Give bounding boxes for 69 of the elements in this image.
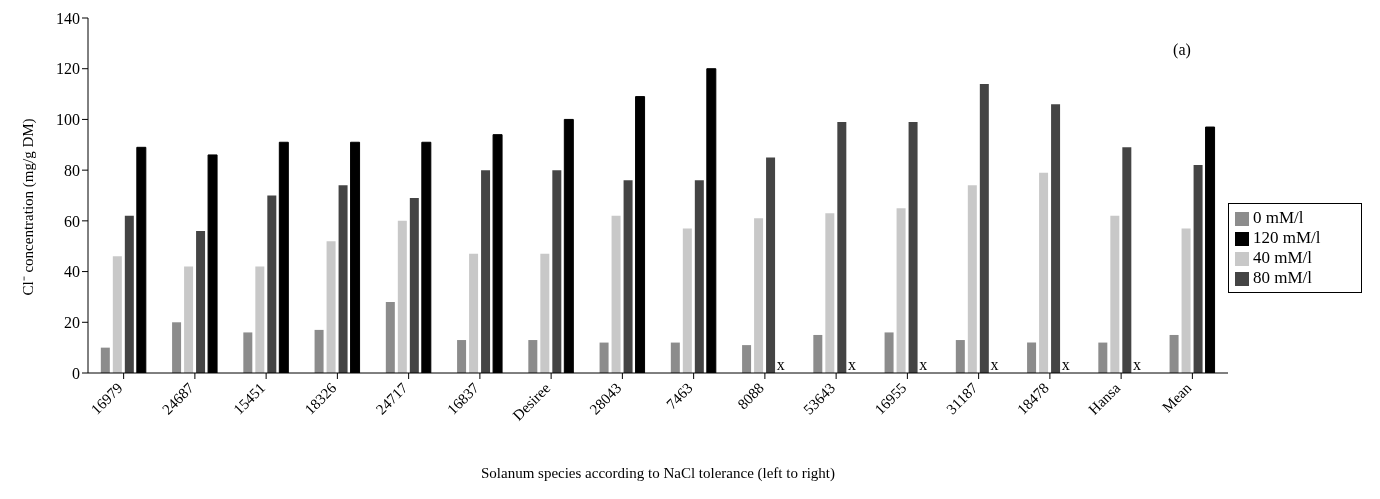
bar [623, 180, 633, 373]
bar [267, 195, 277, 373]
bar [825, 213, 835, 373]
bar [338, 185, 348, 373]
annotation: (a) [1173, 41, 1191, 59]
y-axis-title: Cl⁻ concentration (mg/g DM) [20, 118, 38, 296]
bar [1193, 165, 1203, 373]
bar [1039, 172, 1049, 373]
bar [196, 231, 206, 373]
bar [837, 121, 847, 373]
bar [908, 121, 918, 373]
annotation: x [919, 356, 928, 373]
bar [896, 208, 906, 373]
bar [528, 340, 538, 373]
bar [481, 170, 491, 373]
bar [184, 266, 194, 373]
bar [397, 220, 407, 373]
bar [1122, 147, 1132, 373]
bar [955, 340, 965, 373]
annotation: x [990, 356, 999, 373]
bar [124, 215, 134, 373]
bar [457, 340, 467, 373]
bar [766, 157, 776, 373]
bar [409, 198, 419, 373]
legend-label: 40 mM/l [1253, 248, 1313, 267]
bar [540, 253, 550, 373]
annotation: x [847, 356, 856, 373]
y-tick-label: 100 [56, 111, 80, 129]
bar [694, 180, 704, 373]
y-tick-label: 80 [64, 161, 80, 179]
y-tick-label: 140 [56, 9, 80, 27]
bar [1110, 215, 1120, 373]
annotation: x [1132, 356, 1141, 373]
legend-label: 0 mM/l [1253, 208, 1304, 227]
bar [599, 342, 609, 373]
y-tick-label: 0 [72, 364, 80, 382]
bar [979, 83, 989, 373]
bar [469, 253, 479, 373]
bar [172, 322, 182, 373]
bar [112, 256, 122, 373]
y-tick-label: 120 [56, 60, 80, 78]
bar [670, 342, 680, 373]
legend-label: 80 mM/l [1253, 268, 1313, 287]
bar [813, 334, 823, 373]
bar [385, 302, 395, 373]
y-tick-label: 40 [64, 263, 80, 281]
bar [243, 332, 253, 373]
bar [884, 332, 894, 373]
bar [255, 266, 265, 373]
annotation: x [1061, 356, 1070, 373]
bar [1098, 342, 1108, 373]
bar [100, 347, 110, 373]
bar [742, 345, 752, 373]
bar [754, 218, 764, 373]
y-tick-label: 20 [64, 313, 80, 331]
bar [1181, 228, 1191, 373]
bar [967, 185, 977, 373]
legend-label: 120 mM/l [1253, 228, 1321, 247]
bar [1027, 342, 1037, 373]
bar [611, 215, 621, 373]
bar [1169, 334, 1179, 373]
y-tick-label: 60 [64, 212, 80, 230]
x-axis-title: Solanum species according to NaCl tolerance (left to right) [480, 465, 836, 482]
bar [552, 170, 562, 373]
bar [326, 241, 336, 373]
annotation: x [776, 356, 785, 373]
bar [1051, 104, 1061, 373]
bar [682, 228, 692, 373]
bar [314, 329, 324, 373]
